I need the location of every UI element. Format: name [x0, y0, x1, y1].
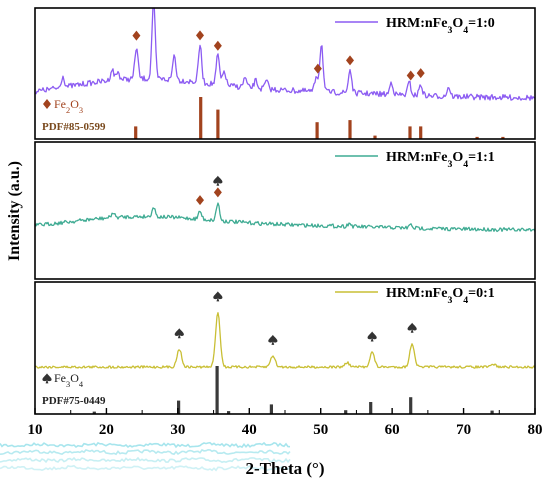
spade-marker [213, 291, 223, 302]
spade-marker [407, 322, 417, 333]
panel-frame [34, 141, 536, 280]
reference-sticks-fe3o4 [92, 366, 494, 414]
spade-marker [268, 334, 278, 345]
x-tick-label: 20 [99, 422, 114, 438]
legend-label: HRM:nFe3O4=1:0 [386, 16, 495, 36]
legend-label: HRM:nFe3O4=0:1 [386, 286, 495, 306]
diamond-marker [132, 30, 141, 41]
reference-stick [92, 411, 96, 414]
diamond-marker [416, 68, 425, 79]
x-tick-label: 10 [28, 422, 43, 438]
reference-label-fe3o4: Fe3O4 PDF#75-0449 [42, 371, 106, 407]
diamond-marker [406, 70, 415, 81]
legend-label: HRM:nFe3O4=1:1 [386, 150, 495, 170]
reference-sticks-fe2o3 [134, 97, 505, 139]
reference-stick [216, 109, 220, 139]
diamond-marker [213, 187, 222, 198]
panel-hrm-1-1: HRM:nFe3O4=1:1 [35, 150, 535, 233]
diamond-marker [313, 63, 322, 74]
reference-stick [373, 135, 377, 139]
panel-frame [34, 7, 536, 140]
xrd-trace-1-1 [35, 202, 535, 233]
diamond-marker [196, 30, 204, 41]
reference-pdf-card: PDF#85-0599 [42, 121, 106, 133]
reference-stick [134, 126, 138, 139]
reference-phase-name: Fe3O4 [54, 371, 84, 389]
reference-phase-name: Fe2O3 [54, 97, 83, 115]
spade-marker [174, 328, 184, 339]
faded-background-traces [0, 441, 291, 472]
x-tick-label: 30 [170, 422, 185, 438]
spade-marker [213, 175, 223, 186]
legend-0-1: HRM:nFe3O4=0:1 [335, 286, 495, 306]
reference-stick [227, 411, 231, 414]
reference-stick [409, 397, 413, 414]
reference-stick [344, 410, 348, 414]
reference-stick [369, 402, 373, 414]
x-tick-label: 70 [456, 422, 471, 438]
reference-stick [348, 120, 352, 139]
reference-label-fe2o3: Fe2O3 PDF#85-0599 [42, 97, 106, 133]
reference-pdf-card: PDF#75-0449 [42, 395, 106, 407]
reference-stick [419, 126, 423, 139]
reference-stick [215, 366, 219, 414]
reference-stick [269, 404, 273, 414]
reference-stick [490, 410, 494, 414]
diamond-marker [43, 99, 51, 109]
peak-markers-1-1 [196, 175, 223, 206]
xrd-trace-0-1 [35, 312, 535, 369]
x-tick-label: 40 [242, 422, 257, 438]
panel-hrm-0-1: HRM:nFe3O4=0:1 Fe3O4 PDF#75-0449 [35, 286, 535, 414]
reference-stick [199, 97, 203, 139]
x-axis-label: 2-Theta (°) [245, 459, 324, 478]
panel-hrm-1-0: HRM:nFe3O4=1:0 Fe2O3 PDF#85-0599 [35, 8, 535, 139]
peak-markers-0-1 [174, 291, 417, 345]
reference-stick [315, 122, 319, 139]
x-axis: 10 20 30 40 50 60 70 80 [28, 408, 543, 438]
xrd-trace-1-0 [35, 8, 535, 101]
spade-marker [42, 373, 52, 384]
reference-stick [177, 400, 181, 414]
diamond-marker [213, 40, 222, 51]
x-tick-label: 60 [385, 422, 400, 438]
panel-frame [34, 281, 536, 415]
reference-stick [408, 126, 412, 139]
panel-frames [34, 7, 536, 415]
legend-1-0: HRM:nFe3O4=1:0 [335, 16, 495, 36]
diamond-marker [346, 55, 354, 66]
reference-stick [501, 136, 505, 139]
reference-stick [475, 136, 479, 139]
legend-1-1: HRM:nFe3O4=1:1 [335, 150, 495, 170]
peak-markers-1-0 [132, 30, 425, 81]
x-tick-label: 80 [528, 422, 543, 438]
x-tick-label: 50 [313, 422, 328, 438]
spade-marker [367, 331, 377, 342]
y-axis-label: Intensity (a.u.) [6, 161, 23, 261]
diamond-marker [196, 195, 204, 206]
